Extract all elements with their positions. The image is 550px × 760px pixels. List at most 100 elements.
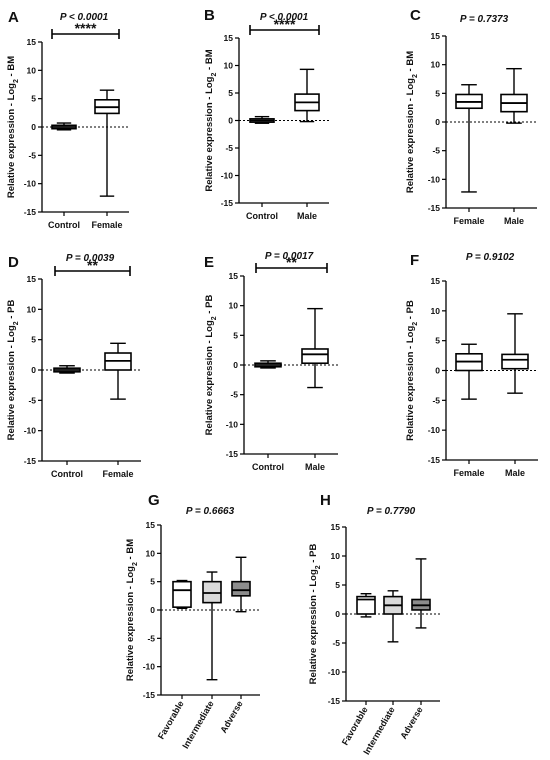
y-tick-label: -5 [332, 638, 340, 648]
box-male: Male [500, 67, 528, 226]
x-category-label: Favorable [340, 705, 370, 747]
y-tick-label: -15 [24, 456, 37, 466]
y-tick-label: 0 [233, 360, 238, 370]
y-tick-label: -10 [428, 174, 441, 184]
x-category-label: Male [505, 468, 525, 478]
x-category-label: Control [48, 220, 80, 230]
box-female: Female [102, 342, 134, 479]
y-tick-label: -5 [230, 390, 238, 400]
y-tick-label: 10 [331, 551, 341, 561]
y-tick-label: 0 [435, 366, 440, 376]
significance-stars: **** [274, 16, 296, 32]
y-tick-label: 0 [31, 365, 36, 375]
y-tick-label: -10 [221, 171, 234, 181]
significance-stars: ** [87, 257, 98, 273]
box-female: Female [91, 89, 123, 230]
box-adverse: Adverse [218, 556, 251, 735]
x-category-label: Intermediate [180, 699, 215, 750]
y-tick-label: -10 [24, 179, 37, 189]
panel-a: 15 10 5 0 -5 -10 -15 Control Female ****P < 0.000… [6, 9, 129, 230]
y-tick-label: 5 [228, 88, 233, 98]
y-tick-label: 10 [146, 548, 156, 558]
panel-letter: F [410, 252, 419, 269]
box-female: Female [453, 343, 485, 478]
y-axis-label: Relative expression - Log2 - BM [204, 49, 218, 191]
box-control: Control [246, 115, 278, 221]
y-tick-label: -15 [328, 696, 341, 706]
panel-e: 15 10 5 0 -5 -10 -15 Control Male **P = 0.0017 E Re… [204, 251, 338, 472]
y-axis-label: Relative expression - Log2 - PB [308, 544, 322, 685]
panel-letter: D [8, 254, 19, 271]
box-female: Female [453, 84, 485, 226]
y-tick-label: -5 [28, 395, 36, 405]
significance-stars: ** [286, 254, 297, 270]
y-tick-label: 5 [31, 335, 36, 345]
x-category-label: Female [91, 220, 122, 230]
y-tick-label: 10 [229, 301, 239, 311]
y-tick-label: -10 [428, 425, 441, 435]
x-category-label: Female [453, 468, 484, 478]
y-tick-label: -15 [143, 690, 156, 700]
y-tick-label: 10 [431, 60, 441, 70]
y-tick-label: 15 [27, 37, 37, 47]
x-category-label: Female [102, 469, 133, 479]
y-tick-label: 0 [435, 117, 440, 127]
y-axis-label: Relative expression - Log2 - BM [405, 51, 419, 193]
panel-c: 15 10 5 0 -5 -10 -15 Female Male P = 0.7373 C Relat… [405, 7, 537, 226]
y-tick-label: 10 [27, 65, 37, 75]
x-category-label: Adverse [218, 699, 244, 735]
y-tick-label: -15 [226, 449, 239, 459]
y-tick-label: -10 [143, 662, 156, 672]
x-category-label: Adverse [398, 705, 424, 741]
x-category-label: Male [305, 462, 325, 472]
y-axis-label: Relative expression - Log2 - PB [405, 300, 419, 441]
y-tick-label: -15 [24, 207, 37, 217]
y-axis-label: Relative expression - Log2 - BM [6, 56, 20, 198]
box-favorable: Favorable [340, 593, 376, 747]
p-value: P < 0.0001 [60, 12, 109, 23]
box-male: Male [294, 68, 320, 221]
y-tick-label: 5 [335, 580, 340, 590]
p-value: P = 0.0039 [66, 253, 115, 264]
y-tick-label: 0 [150, 605, 155, 615]
panel-f: 15 10 5 0 -5 -10 -15 Female Male P = 0.9102 F Relat… [405, 252, 538, 478]
box-adverse: Adverse [398, 558, 431, 741]
panel-b: 15 10 5 0 -5 -10 -15 Control Male ****P < 0.0001 B… [204, 7, 329, 221]
panel-letter: B [204, 7, 215, 24]
y-tick-label: -15 [221, 198, 234, 208]
iqr-box [301, 348, 329, 365]
y-axis-label: Relative expression - Log2 - BM [125, 539, 139, 681]
y-tick-label: -10 [328, 667, 341, 677]
y-tick-label: 10 [27, 304, 37, 314]
y-tick-label: 15 [229, 271, 239, 281]
box-intermediate: Intermediate [361, 590, 403, 756]
panel-letter: C [410, 7, 421, 24]
y-tick-label: 15 [27, 274, 37, 284]
x-category-label: Male [504, 216, 524, 226]
box-control: Control [51, 365, 83, 479]
iqr-box [231, 580, 251, 597]
x-category-label: Control [51, 469, 83, 479]
y-tick-label: 15 [431, 31, 441, 41]
y-tick-label: -5 [432, 146, 440, 156]
p-value: P = 0.6663 [186, 506, 235, 517]
y-tick-label: -5 [225, 143, 233, 153]
y-tick-label: 5 [150, 577, 155, 587]
x-category-label: Female [453, 216, 484, 226]
x-category-label: Control [252, 462, 284, 472]
y-tick-label: 5 [31, 94, 36, 104]
p-value: P = 0.9102 [466, 252, 515, 263]
p-value: P = 0.7790 [367, 506, 416, 517]
y-tick-label: 10 [224, 61, 234, 71]
panel-letter: H [320, 492, 331, 509]
y-tick-label: 5 [233, 330, 238, 340]
box-control: Control [252, 360, 284, 472]
panel-d: 15 10 5 0 -5 -10 -15 Control Female **P = 0.0039 D… [6, 253, 141, 479]
iqr-box [356, 595, 376, 615]
p-value: P = 0.7373 [460, 14, 509, 25]
panel-letter: G [148, 492, 160, 509]
box-control: Control [48, 122, 80, 230]
iqr-box [501, 353, 529, 370]
y-tick-label: -15 [428, 455, 441, 465]
